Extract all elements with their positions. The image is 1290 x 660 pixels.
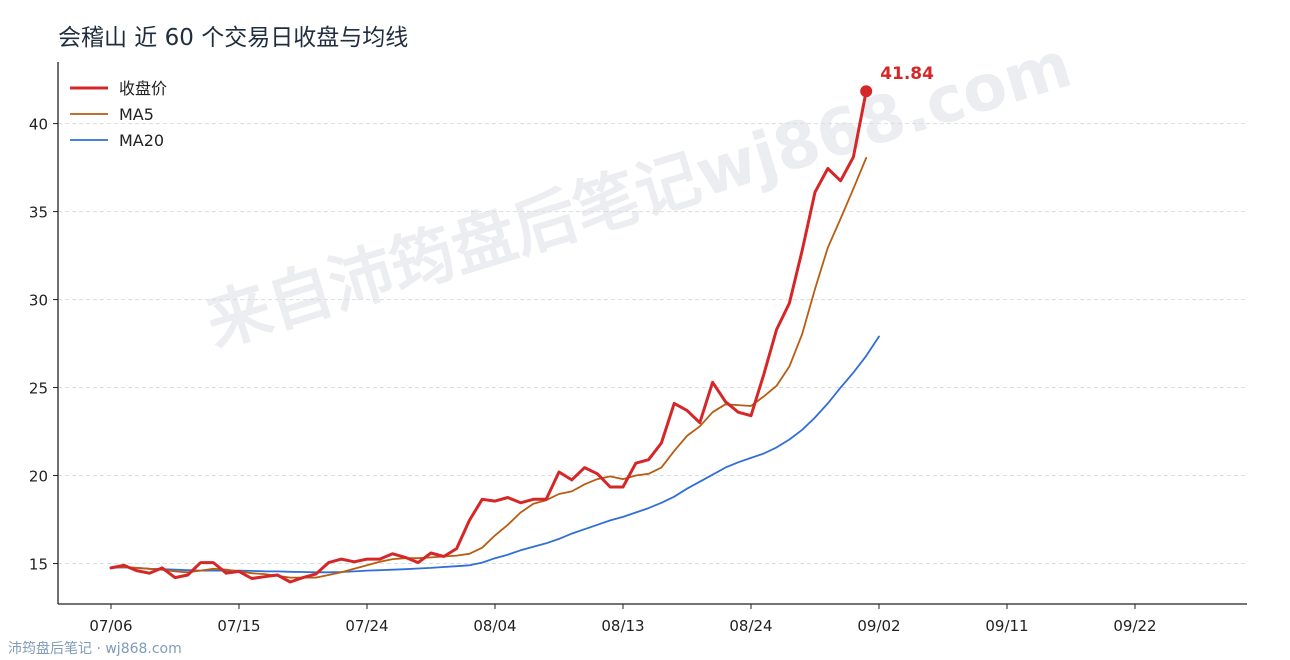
x-tick-label: 08/24	[729, 617, 772, 635]
x-tick-label: 09/22	[1113, 617, 1156, 635]
x-tick-label: 07/24	[345, 617, 388, 635]
y-tick-label: 35	[29, 204, 48, 222]
x-tick-label: 07/06	[89, 617, 132, 635]
last-close-point	[860, 85, 873, 98]
y-tick-label: 20	[29, 468, 48, 486]
close-price-line	[109, 89, 868, 584]
source-note: 沛筠盘后笔记 · wj868.com	[8, 641, 182, 657]
y-tick-label: 40	[29, 116, 48, 134]
x-tick-label: 08/13	[601, 617, 644, 635]
legend-label: MA20	[119, 131, 164, 150]
chart-title: 会稽山 近 60 个交易日收盘与均线	[58, 25, 409, 51]
y-tick-label: 30	[29, 292, 48, 310]
watermark: 来自沛筠盘后笔记wj868.com	[198, 28, 1080, 362]
legend-label: MA5	[119, 105, 154, 124]
x-tick-label: 08/04	[473, 617, 516, 635]
last-close-label: 41.84	[880, 64, 934, 84]
x-tick-label: 09/11	[985, 617, 1028, 635]
x-tick-label: 09/02	[857, 617, 900, 635]
y-tick-label: 25	[29, 380, 48, 398]
legend-label: 收盘价	[119, 79, 167, 98]
y-tick-label: 15	[29, 556, 48, 574]
x-tick-label: 07/15	[217, 617, 260, 635]
